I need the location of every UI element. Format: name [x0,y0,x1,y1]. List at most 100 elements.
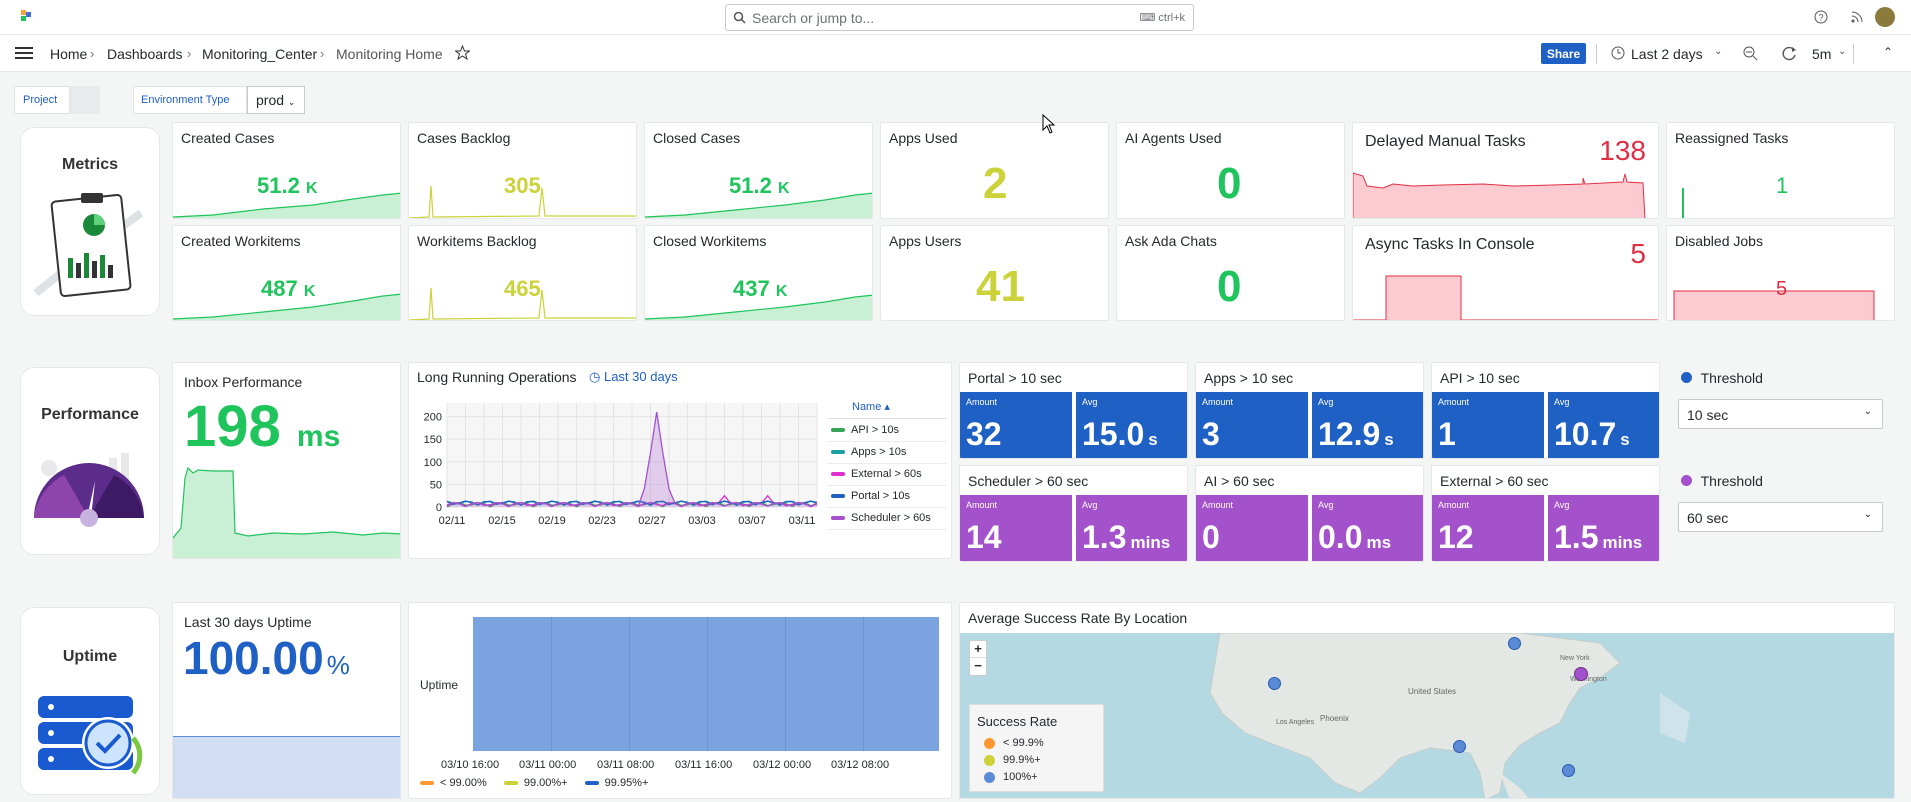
legend-item[interactable]: API > 10s [831,424,899,436]
map-marker[interactable] [1508,637,1521,650]
last-30-days-uptime-panel[interactable]: Last 30 days Uptime 100.00% [172,602,401,799]
closed-cases-panel[interactable]: Closed Cases 51.2 K [644,122,873,219]
legend-divider [827,441,947,442]
collapse-icon[interactable]: ⌃ [1883,45,1894,59]
sparkline [1353,275,1658,320]
breadcrumb-folder[interactable]: Monitoring_Center [202,46,318,62]
x-tick-label: 03/10 16:00 [441,759,500,771]
legend-item[interactable]: Scheduler > 60s [831,512,931,524]
panel-title: Apps Users [889,233,962,249]
legend-sort-name[interactable]: Name [852,401,882,413]
legend-divider [827,463,947,464]
stat-value: 465 [504,276,541,301]
project-select[interactable] [70,86,100,114]
amount-label: Amount [1202,397,1234,407]
x-tick-label: 02/27 [638,515,666,527]
legend-divider [827,418,947,419]
panel-title: Disabled Jobs [1675,233,1763,249]
map-zoom-controls: + − [969,640,987,676]
sort-asc-icon: ▴ [884,401,890,413]
created-cases-panel[interactable]: Created Cases 51.2 K [172,122,401,219]
breadcrumb-dashboards[interactable]: Dashboards [107,46,183,62]
ask-ada-chats-panel[interactable]: Ask Ada Chats 0 [1116,225,1345,321]
map-marker[interactable] [1574,667,1588,681]
map-label: Los Angeles [1276,719,1315,726]
legend-item[interactable]: Portal > 10s [831,490,910,502]
legend-label: 100%+ [1003,771,1038,783]
map-legend-title: Success Rate [977,714,1058,729]
legend-item[interactable]: Apps > 10s [831,446,906,458]
avatar[interactable] [1875,7,1895,27]
ai-agents-used-panel[interactable]: AI Agents Used 0 [1116,122,1345,219]
rss-icon[interactable] [1850,10,1864,24]
share-button[interactable]: Share [1541,43,1586,64]
avg-label: Avg [1554,500,1570,510]
line-chart: 200 150 100 50 002/11 02/15 02/19 02/23 02/27 03/… [424,403,818,527]
clock-icon: ◷ [589,369,601,384]
stat-unit: ms [296,420,341,453]
avg-box: Avg 12.9 s [1312,392,1423,458]
threshold1-select[interactable]: 10 sec ⌄ [1678,399,1883,429]
stat-panel-scheduler-60-sec[interactable]: Scheduler > 60 sec Amount 14 Avg 1.3 mins [959,465,1188,562]
stat-value: 5 [1630,238,1646,269]
stat-unit: K [777,180,790,197]
threshold2-select[interactable]: 60 sec ⌄ [1678,502,1883,532]
workitems-backlog-panel[interactable]: Workitems Backlog 465 [408,225,637,321]
success-rate-map-panel[interactable]: Average Success Rate By Location United … [959,602,1895,799]
help-icon[interactable]: ? [1814,10,1828,24]
y-tick-label: 50 [430,479,442,491]
grafana-logo-icon[interactable] [18,8,34,24]
environment-type-select[interactable]: prod ⌄ [247,86,305,114]
timeline-legend: < 99.00% 99.00%+ 99.95%+ [420,777,648,789]
stat-panel-portal-10-sec[interactable]: Portal > 10 sec Amount 32 Avg 15.0 s [959,362,1188,459]
star-icon[interactable] [455,45,470,60]
async-tasks-panel[interactable]: Async Tasks In Console 5 [1352,225,1659,321]
stat-value: 2 [983,159,1008,208]
cases-backlog-panel[interactable]: Cases Backlog 305 [408,122,637,219]
threshold-label-text: Threshold [1700,472,1763,489]
breadcrumb-home[interactable]: Home [50,46,88,62]
mouse-cursor-icon [1042,114,1056,134]
map-marker[interactable] [1268,677,1281,690]
series-line [446,411,818,508]
series-line [446,500,818,506]
uptime-timeline-panel[interactable]: Uptime 03/10 16:00 03/11 00:00 03/11 08:… [408,602,952,799]
threshold1-label: Threshold [1681,369,1763,386]
menu-icon[interactable] [15,46,33,60]
metrics-row-header: Metrics [20,127,160,316]
delayed-manual-tasks-panel[interactable]: Delayed Manual Tasks 138 [1352,122,1659,219]
stat-panel-external-60-sec[interactable]: External > 60 sec Amount 12 Avg 1.5 mins [1431,465,1660,562]
legend-item[interactable]: External > 60s [831,468,922,480]
time-range-picker[interactable]: Last 2 days [1631,46,1703,62]
stat-panel-api-10-sec[interactable]: API > 10 sec Amount 1 Avg 10.7 s [1431,362,1660,459]
long-running-operations-panel[interactable]: Long Running Operations ◷ Last 30 days 2… [408,362,952,559]
apps-users-panel[interactable]: Apps Users 41 [880,225,1109,321]
created-workitems-panel[interactable]: Created Workitems 487 K [172,225,401,321]
x-tick-label: 02/23 [588,515,616,527]
geomap[interactable] [960,633,1895,799]
zoom-in-button[interactable]: + [970,641,986,658]
stat-value: 1 [1776,173,1789,198]
inbox-performance-panel[interactable]: Inbox Performance 198 ms [172,362,401,559]
panel-title: Delayed Manual Tasks [1365,133,1526,150]
search-input[interactable]: Search or jump to... ⌨ ctrl+k [725,4,1194,31]
zoom-out-icon[interactable] [1743,46,1758,61]
legend-swatch [831,516,845,521]
legend-label: 99.9%+ [1003,754,1041,766]
stat-panel-apps-10-sec[interactable]: Apps > 10 sec Amount 3 Avg 12.9 s [1195,362,1424,459]
legend-label: API > 10s [851,424,900,436]
threshold2-label: Threshold [1681,472,1763,489]
refresh-interval[interactable]: 5m [1812,46,1832,62]
closed-workitems-panel[interactable]: Closed Workitems 437 K [644,225,873,321]
reassigned-tasks-panel[interactable]: Reassigned Tasks 1 [1666,122,1895,219]
refresh-icon[interactable] [1782,46,1797,61]
avg-label: Avg [1554,397,1570,407]
map-marker[interactable] [1453,740,1466,753]
legend-divider [827,507,947,508]
disabled-jobs-panel[interactable]: Disabled Jobs 5 [1666,225,1895,321]
zoom-out-button[interactable]: − [974,658,982,673]
map-marker[interactable] [1562,764,1575,777]
amount-label: Amount [1438,500,1470,510]
apps-used-panel[interactable]: Apps Used 2 [880,122,1109,219]
stat-panel-ai-60-sec[interactable]: AI > 60 sec Amount 0 Avg 0.0 ms [1195,465,1424,562]
